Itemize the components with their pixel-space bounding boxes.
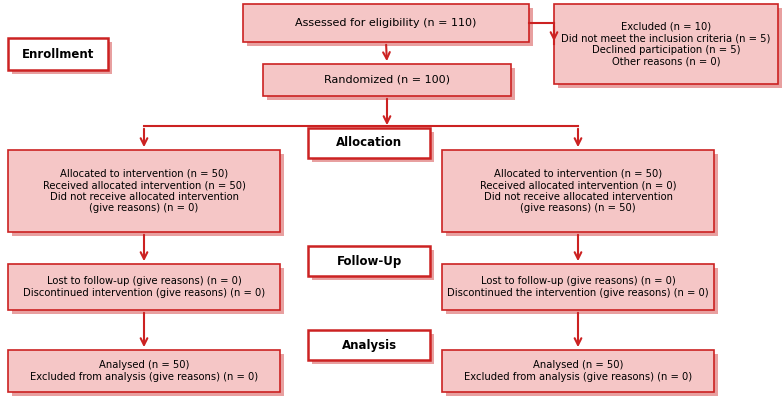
Bar <box>554 4 778 84</box>
Bar <box>12 354 284 396</box>
Text: Allocated to intervention (n = 50)
Received allocated intervention (n = 0)
Did n: Allocated to intervention (n = 50) Recei… <box>479 169 676 213</box>
Text: Analysed (n = 50)
Excluded from analysis (give reasons) (n = 0): Analysed (n = 50) Excluded from analysis… <box>464 360 692 382</box>
Text: Follow-Up: Follow-Up <box>336 255 402 268</box>
Bar <box>442 350 714 392</box>
Bar <box>267 68 515 100</box>
Bar <box>446 354 718 396</box>
Bar <box>312 334 434 364</box>
Bar <box>558 8 782 88</box>
Bar <box>308 330 430 360</box>
Bar <box>312 250 434 280</box>
Bar <box>243 4 529 42</box>
Text: Randomized (n = 100): Randomized (n = 100) <box>324 75 450 85</box>
Text: Analysed (n = 50)
Excluded from analysis (give reasons) (n = 0): Analysed (n = 50) Excluded from analysis… <box>30 360 258 382</box>
Bar <box>308 128 430 158</box>
Text: Assessed for eligibility (n = 110): Assessed for eligibility (n = 110) <box>296 18 477 28</box>
Text: Lost to follow-up (give reasons) (n = 0)
Discontinued intervention (give reasons: Lost to follow-up (give reasons) (n = 0)… <box>23 276 265 298</box>
Bar <box>12 42 112 74</box>
Text: Allocation: Allocation <box>336 137 402 150</box>
Bar <box>8 350 280 392</box>
Text: Enrollment: Enrollment <box>22 48 94 61</box>
Bar <box>442 264 714 310</box>
Bar <box>12 154 284 236</box>
Text: Allocated to intervention (n = 50)
Received allocated intervention (n = 50)
Did : Allocated to intervention (n = 50) Recei… <box>42 169 246 213</box>
Bar <box>8 264 280 310</box>
Bar <box>442 150 714 232</box>
Bar <box>263 64 511 96</box>
Bar <box>247 8 533 46</box>
Bar <box>12 268 284 314</box>
Text: Excluded (n = 10)
Did not meet the inclusion criteria (n = 5)
Declined participa: Excluded (n = 10) Did not meet the inclu… <box>561 22 771 67</box>
Bar <box>446 154 718 236</box>
Bar <box>312 132 434 162</box>
Bar <box>446 268 718 314</box>
Text: Lost to follow-up (give reasons) (n = 0)
Discontinued the intervention (give rea: Lost to follow-up (give reasons) (n = 0)… <box>447 276 708 298</box>
Bar <box>308 246 430 276</box>
Text: Analysis: Analysis <box>342 339 396 352</box>
Bar <box>8 150 280 232</box>
Bar <box>8 38 108 70</box>
